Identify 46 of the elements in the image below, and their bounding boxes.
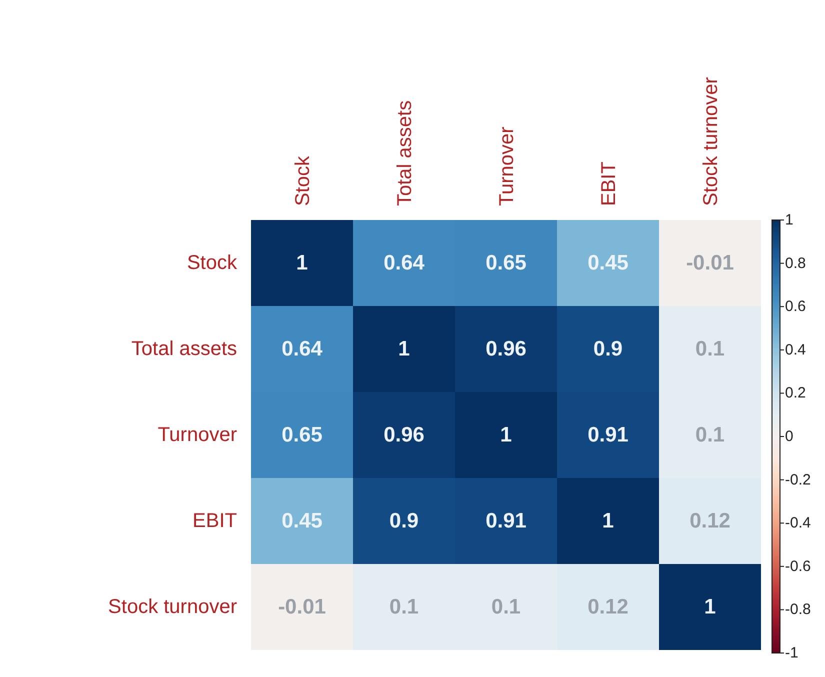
data-label: 0.96 <box>486 338 526 360</box>
data-label: 0.1 <box>491 596 521 618</box>
data-label: 0.45 <box>588 252 629 274</box>
y-tick-label: Turnover <box>158 424 238 446</box>
data-label: 0.91 <box>588 424 629 446</box>
x-tick-label: Stock <box>292 154 314 206</box>
data-label: 0.65 <box>486 252 527 274</box>
data-label: 0.91 <box>486 510 527 532</box>
data-label: 0.9 <box>593 338 623 360</box>
data-label: 0.1 <box>389 596 419 618</box>
color-bar-label: 0.4 <box>785 341 806 358</box>
data-label: 0.45 <box>282 510 323 532</box>
y-tick-label: Stock <box>186 252 238 274</box>
data-label: 1 <box>602 510 614 532</box>
data-label: 0.9 <box>389 510 419 532</box>
data-label: -0.01 <box>686 252 734 274</box>
data-label: 0.96 <box>384 424 424 446</box>
data-label: 1 <box>500 424 512 446</box>
color-bar-label: -1 <box>785 644 798 662</box>
color-bar-label: -0.8 <box>785 601 811 618</box>
color-bar-label: -0.4 <box>785 514 811 532</box>
data-label: 0.64 <box>282 338 323 360</box>
x-tick-label: Total assets <box>394 100 416 206</box>
x-tick-label: Stock turnover <box>700 76 722 206</box>
color-bar-label: 0.2 <box>785 384 806 402</box>
color-bar-label: -0.6 <box>785 558 811 575</box>
data-label: 0.12 <box>588 596 628 618</box>
color-bar-label: 0.6 <box>785 298 806 316</box>
data-label: 0.64 <box>384 252 425 274</box>
x-tick-label: EBIT <box>598 162 620 206</box>
color-bar-label: -0.2 <box>785 471 811 488</box>
data-label: 0.1 <box>695 424 725 446</box>
data-label: 1 <box>704 596 716 618</box>
y-tick-label: EBIT <box>192 510 237 532</box>
data-label: 0.12 <box>690 510 730 532</box>
color-bar-label: 1 <box>785 212 794 228</box>
y-tick-label: Total assets <box>131 338 237 360</box>
color-bar-label: 0 <box>785 428 794 445</box>
y-tick-label: Stock turnover <box>108 596 238 618</box>
data-label: -0.01 <box>278 596 326 618</box>
data-label: 1 <box>296 252 308 274</box>
data-label: 1 <box>398 338 410 360</box>
color-bar-label: 0.8 <box>785 254 806 272</box>
data-label: 0.65 <box>282 424 323 446</box>
x-tick-label: Turnover <box>496 126 518 206</box>
data-label: 0.1 <box>695 338 725 360</box>
